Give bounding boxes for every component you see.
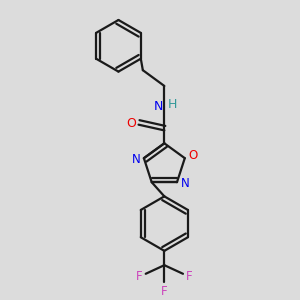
Text: O: O — [126, 117, 136, 130]
Text: N: N — [181, 177, 189, 190]
Text: N: N — [153, 100, 163, 112]
Text: F: F — [186, 270, 193, 283]
Text: N: N — [131, 153, 140, 166]
Text: O: O — [188, 149, 197, 162]
Text: H: H — [168, 98, 177, 111]
Text: F: F — [136, 270, 143, 283]
Text: F: F — [161, 284, 168, 298]
